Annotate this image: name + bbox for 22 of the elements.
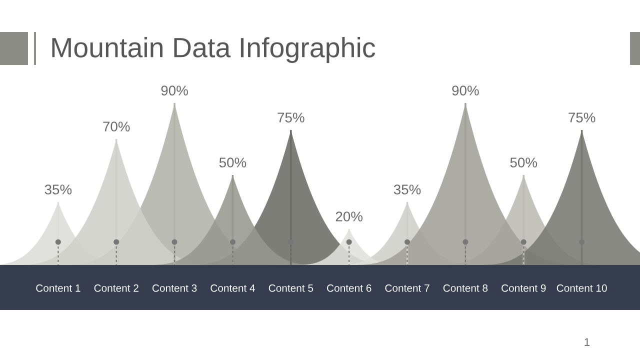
x-tick-label: Content 2 <box>94 284 138 292</box>
data-label: 35% <box>44 184 72 194</box>
x-tick-label: Content 5 <box>268 284 314 292</box>
data-label: 50% <box>219 158 246 168</box>
data-label: 75% <box>278 112 304 122</box>
text: 1 <box>584 338 590 346</box>
x-tick-label: Content 3 <box>152 284 197 292</box>
data-label: 90% <box>452 86 479 96</box>
data-label: 20% <box>336 212 362 222</box>
x-tick-label: Content 6 <box>327 284 372 292</box>
data-label: 70% <box>103 122 130 132</box>
x-tick-label: Content 1 <box>36 284 80 292</box>
data-label: 90% <box>161 86 188 96</box>
x-tick-label: Content 10 <box>556 284 607 292</box>
data-label: 50% <box>510 158 538 168</box>
chart-title: Mountain Data Infographic <box>52 37 376 63</box>
x-tick-label: Content 7 <box>385 284 430 292</box>
x-tick-label: Content 8 <box>443 284 488 292</box>
x-tick-label: Content 4 <box>210 284 256 292</box>
x-tick-label: Content 9 <box>502 284 546 292</box>
data-label: 35% <box>394 184 421 194</box>
data-label: 75% <box>568 112 596 122</box>
